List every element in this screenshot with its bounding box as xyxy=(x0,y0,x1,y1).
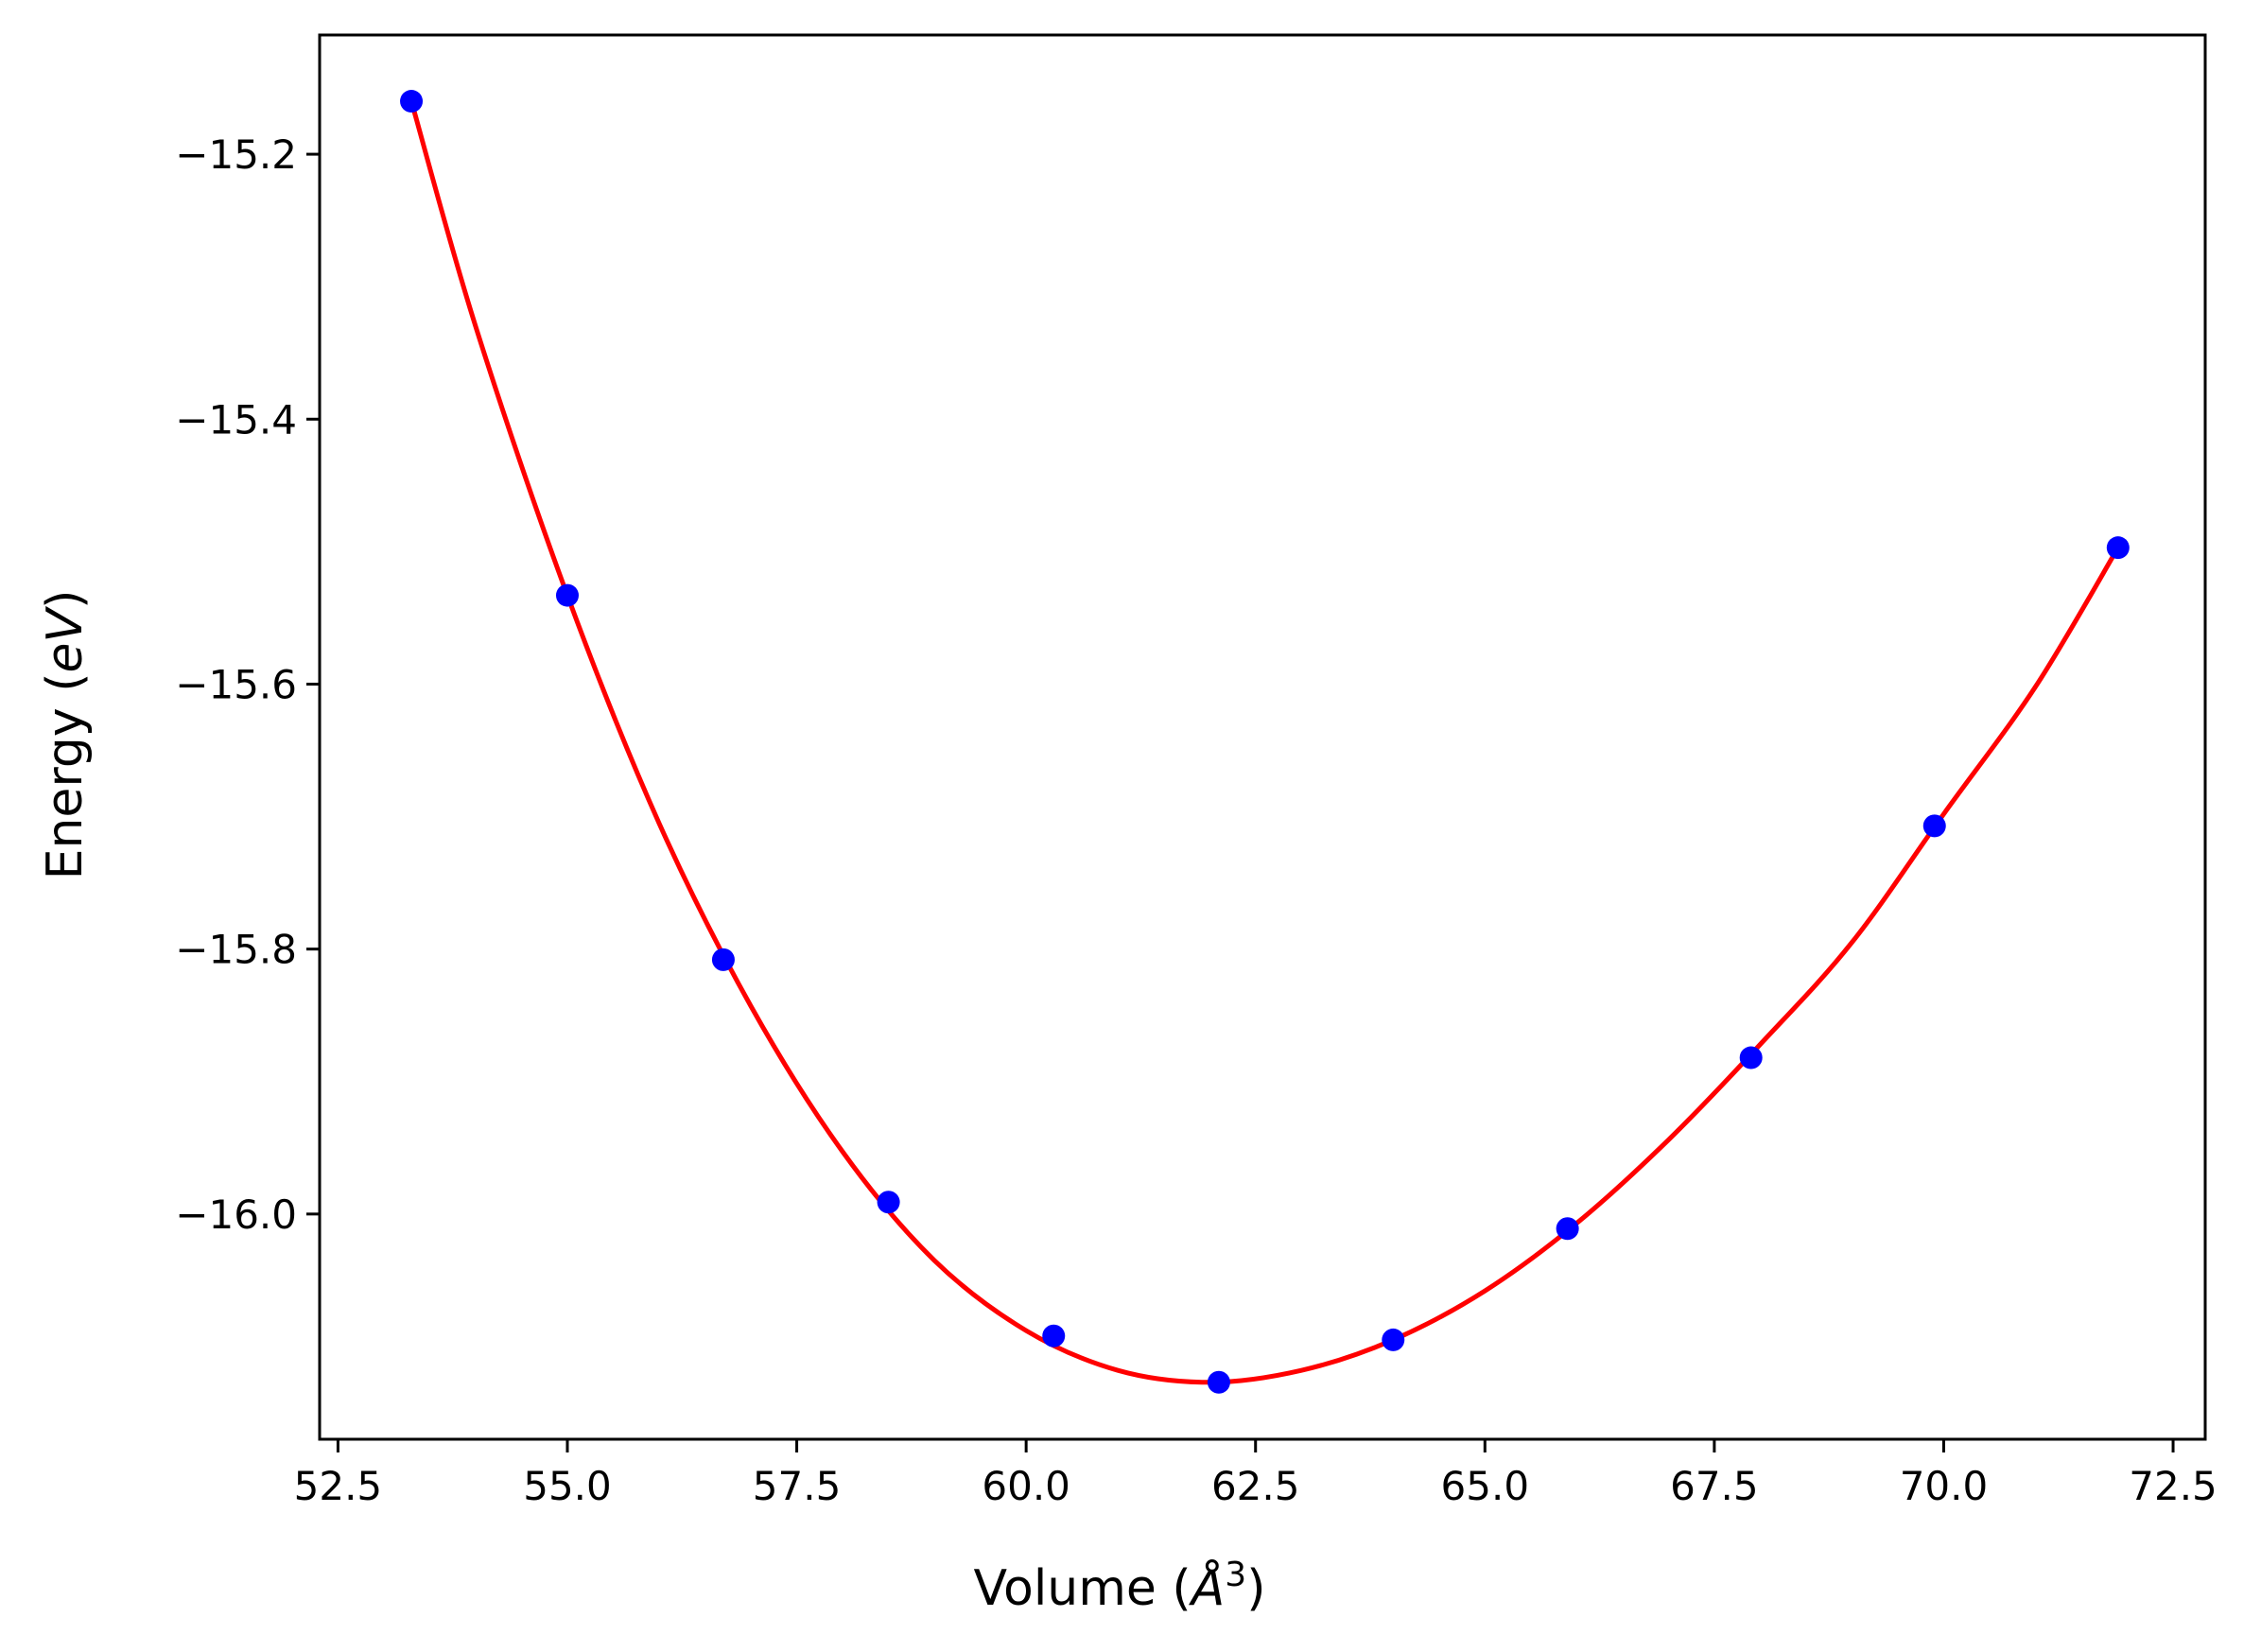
data-point xyxy=(400,90,424,113)
x-tick-label: 52.5 xyxy=(294,1463,383,1509)
x-tick-label: 65.0 xyxy=(1441,1463,1530,1509)
data-point xyxy=(877,1191,900,1214)
y-tick-label: −15.4 xyxy=(175,396,297,443)
axes-frame xyxy=(318,33,2207,1441)
data-point xyxy=(1042,1324,1066,1348)
x-tick-label: 57.5 xyxy=(753,1463,842,1509)
data-point xyxy=(1382,1328,1405,1351)
y-tick-label: −15.6 xyxy=(175,661,297,707)
x-tick-label: 67.5 xyxy=(1670,1463,1759,1509)
y-axis-label: Energy (eV) xyxy=(37,590,94,880)
x-tick-label: 70.0 xyxy=(1900,1463,1989,1509)
y-tick-label: −16.0 xyxy=(175,1191,297,1238)
x-axis-label: Volume (Å3) xyxy=(974,1556,1266,1617)
data-point xyxy=(1207,1370,1230,1394)
data-point xyxy=(1922,814,1946,838)
x-tick-label: 62.5 xyxy=(1211,1463,1300,1509)
y-tick-label: −15.2 xyxy=(175,131,297,178)
data-point xyxy=(2106,536,2130,560)
x-axis-ticks: 52.5 55.0 57.5 60.0 62.5 65.0 67.5 70.0 72.5 xyxy=(294,1439,2218,1509)
y-axis-ticks: −15.2 −15.4 −15.6 −15.8 −16.0 xyxy=(175,131,320,1238)
data-point xyxy=(1739,1046,1763,1069)
x-tick-label: 55.0 xyxy=(523,1463,612,1509)
data-point xyxy=(1556,1217,1579,1241)
x-tick-label: 60.0 xyxy=(982,1463,1070,1509)
data-point xyxy=(711,948,735,971)
fit-curve xyxy=(409,100,2120,1385)
data-points xyxy=(400,90,2130,1394)
plot-area xyxy=(400,90,2130,1394)
x-tick-label: 72.5 xyxy=(2129,1463,2218,1509)
data-point xyxy=(555,583,579,607)
y-tick-label: −15.8 xyxy=(175,927,297,973)
